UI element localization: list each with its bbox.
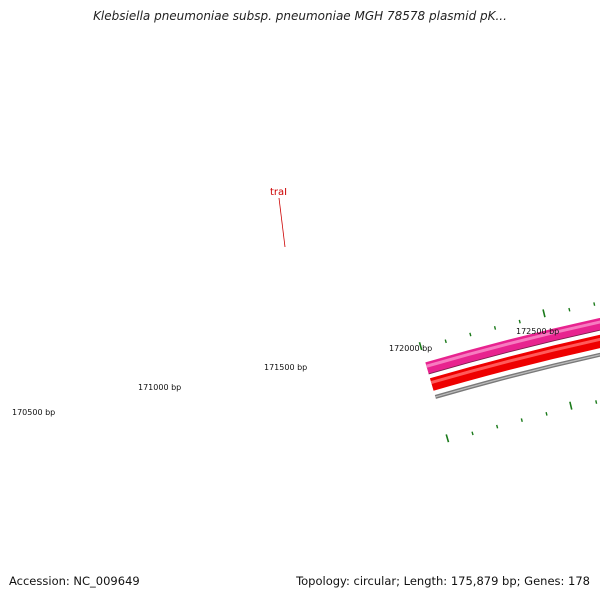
inner-tick-minor [595, 400, 598, 404]
outer-tick-major [542, 309, 546, 318]
reverse-strand-track [429, 334, 600, 391]
inner-tick-minor [496, 424, 499, 429]
outer-tick-minor [469, 332, 472, 337]
forward-strand-track [425, 317, 600, 374]
outer-tick-minor [568, 307, 571, 312]
inner-tick-minor [545, 412, 548, 416]
outer-tick-minor [593, 302, 596, 306]
map-title: Klebsiella pneumoniae subsp. pneumoniae … [93, 9, 507, 23]
ruler-label: 172500 bp [516, 327, 559, 336]
gene-label-tral[interactable]: traI [270, 187, 287, 198]
forward-strand-highlight [426, 320, 600, 368]
inner-tick-major [569, 401, 573, 410]
forward-strand-edge [428, 329, 600, 375]
reverse-strand-highlight [430, 337, 600, 385]
accession-text: Accession: NC_009649 [9, 574, 140, 588]
inner-tick-major [445, 434, 450, 443]
gene-label-pointer [278, 197, 286, 248]
ruler-label: 171500 bp [264, 363, 307, 372]
outer-tick-minor [444, 339, 447, 344]
ruler-label: 171000 bp [138, 383, 181, 392]
outer-tick-minor [518, 319, 521, 324]
summary-text: Topology: circular; Length: 175,879 bp; … [296, 574, 590, 588]
ruler-label: 170500 bp [12, 408, 55, 417]
ruler-label: 172000 bp [389, 344, 432, 353]
outer-tick-minor [493, 326, 497, 330]
outer-tick-major [418, 342, 423, 351]
backbone-track-highlight [435, 354, 600, 398]
inner-tick-minor [520, 418, 523, 423]
inner-tick-minor [471, 431, 474, 436]
